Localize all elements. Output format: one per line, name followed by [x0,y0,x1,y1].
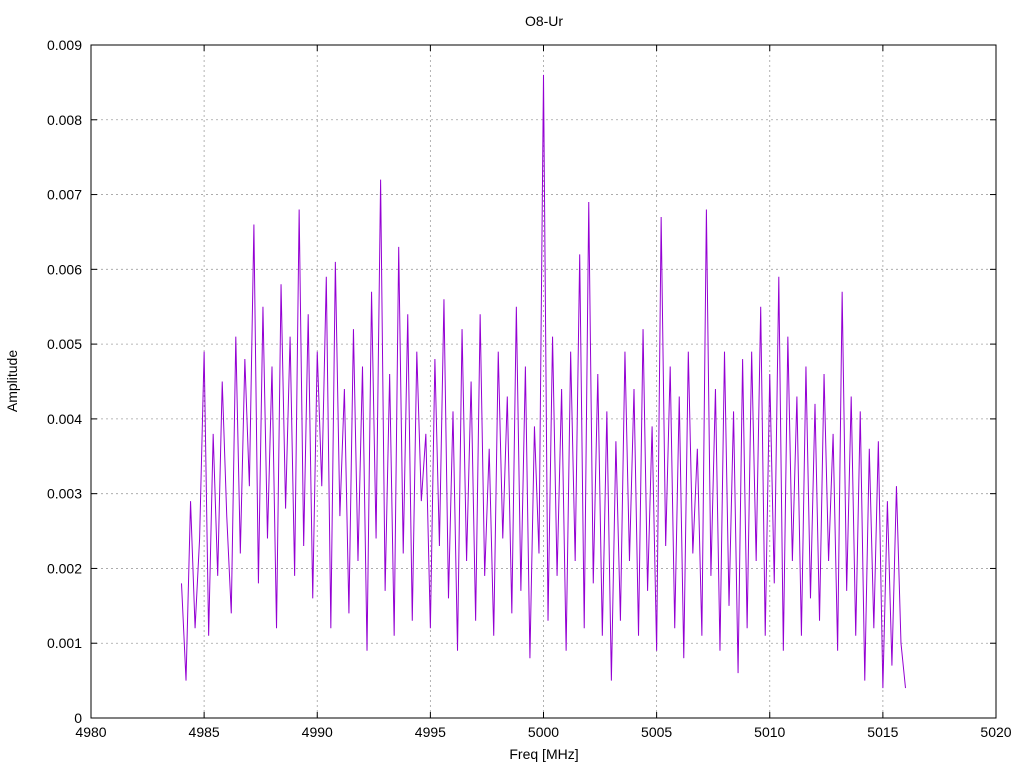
plot-frame [90,44,997,719]
x-tick-label: 5000 [528,724,559,740]
grid [91,45,996,718]
x-tick-label: 4985 [189,724,220,740]
y-tick-label: 0.002 [47,560,82,576]
x-tick-label: 5005 [641,724,672,740]
x-tick-label: 5020 [980,724,1011,740]
x-axis-label: Freq [MHz] [509,746,578,762]
x-tick-labels: 4980 4985 4990 4995 5000 5005 5010 5015 5020 [75,724,1011,740]
x-tick-label: 5010 [754,724,785,740]
y-tick-label: 0.001 [47,635,82,651]
chart-title: O8-Ur [525,13,563,29]
x-tick-label: 4990 [302,724,333,740]
x-tick-label: 5015 [867,724,898,740]
y-tick-label: 0.006 [47,261,82,277]
y-tick-label: 0 [74,710,82,726]
y-tick-label: 0.003 [47,486,82,502]
y-tick-label: 0.009 [47,37,82,53]
y-tick-label: 0.007 [47,187,82,203]
x-tick-label: 4995 [415,724,446,740]
y-tick-label: 0.005 [47,336,82,352]
y-tick-labels: 0 0.001 0.002 0.003 0.004 0.005 0.006 0.007 0.00… [47,37,82,726]
y-axis-label: Amplitude [4,350,20,412]
x-tick-label: 4980 [75,724,106,740]
series-layer [181,74,906,689]
series-line-0 [181,74,906,689]
y-tick-label: 0.004 [47,411,82,427]
y-tick-label: 0.008 [47,112,82,128]
